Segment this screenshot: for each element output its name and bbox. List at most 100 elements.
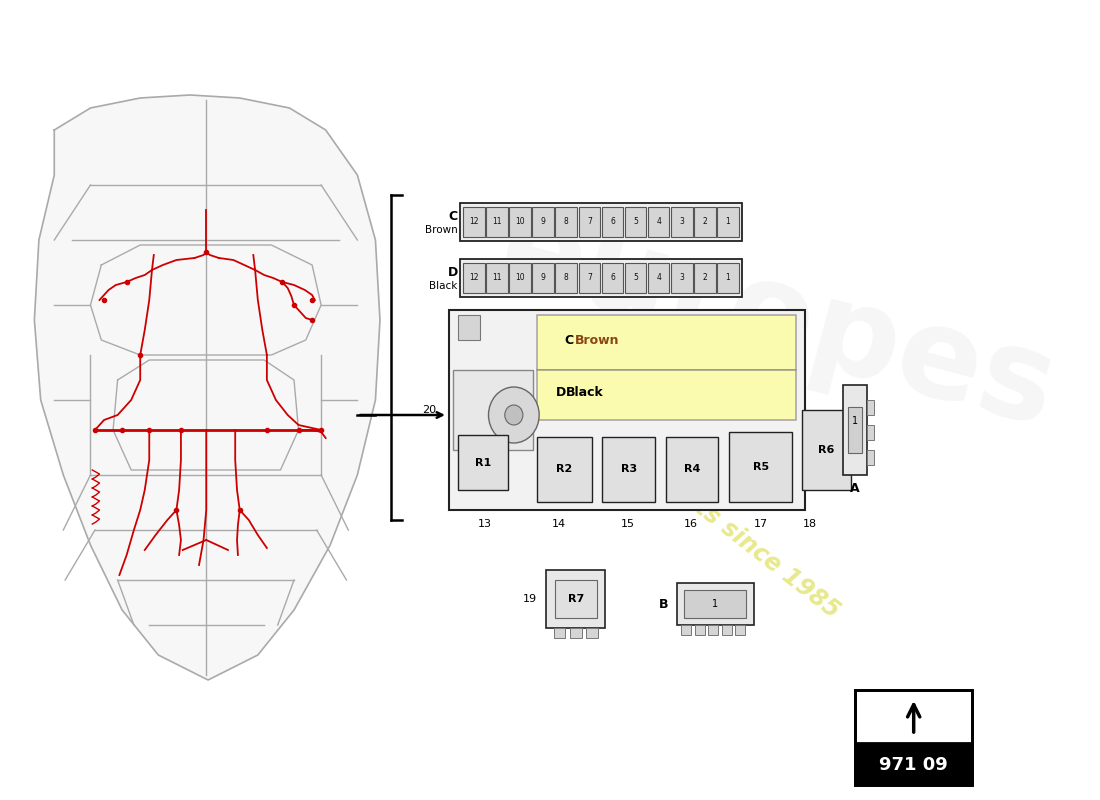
- Text: R6: R6: [818, 445, 835, 455]
- Bar: [625, 207, 647, 237]
- Text: 2: 2: [702, 274, 707, 282]
- Bar: [855, 690, 972, 785]
- Bar: [603, 437, 654, 502]
- Text: 10: 10: [516, 274, 525, 282]
- Bar: [554, 580, 597, 618]
- Bar: [676, 583, 754, 625]
- Text: 13: 13: [477, 519, 492, 529]
- Bar: [843, 385, 867, 475]
- Text: R5: R5: [752, 462, 769, 472]
- Bar: [532, 263, 554, 293]
- Text: 3: 3: [679, 274, 684, 282]
- Text: C: C: [449, 210, 458, 222]
- Text: R4: R4: [684, 465, 701, 474]
- Bar: [855, 690, 972, 745]
- Text: Brown: Brown: [425, 225, 458, 235]
- Bar: [556, 263, 578, 293]
- Bar: [729, 432, 792, 502]
- Bar: [717, 263, 738, 293]
- Bar: [547, 570, 605, 628]
- Text: Black: Black: [566, 386, 604, 399]
- Bar: [694, 263, 716, 293]
- Bar: [463, 263, 485, 293]
- Text: 18: 18: [803, 519, 816, 529]
- Text: 3: 3: [679, 218, 684, 226]
- Text: 5: 5: [634, 218, 638, 226]
- Bar: [586, 628, 598, 638]
- Bar: [538, 437, 592, 502]
- Text: 9: 9: [541, 218, 546, 226]
- Bar: [449, 310, 805, 510]
- Bar: [532, 207, 554, 237]
- Bar: [453, 370, 532, 450]
- Text: 19: 19: [524, 594, 537, 604]
- Text: 1: 1: [725, 274, 730, 282]
- Bar: [802, 410, 851, 490]
- Bar: [570, 628, 582, 638]
- Text: 4: 4: [656, 218, 661, 226]
- Bar: [736, 625, 746, 635]
- Bar: [460, 259, 742, 297]
- Bar: [671, 263, 693, 293]
- Bar: [867, 425, 873, 440]
- Text: D: D: [556, 386, 565, 399]
- Bar: [579, 207, 601, 237]
- Text: Black: Black: [429, 281, 458, 291]
- Bar: [648, 207, 670, 237]
- Text: R7: R7: [568, 594, 584, 604]
- Text: 10: 10: [516, 218, 525, 226]
- Text: 2: 2: [702, 218, 707, 226]
- Text: Brown: Brown: [575, 334, 620, 347]
- Circle shape: [488, 387, 539, 443]
- Circle shape: [505, 405, 522, 425]
- Bar: [855, 743, 972, 785]
- Bar: [486, 207, 508, 237]
- Bar: [867, 400, 873, 415]
- Text: 7: 7: [587, 274, 592, 282]
- Bar: [458, 315, 481, 340]
- Text: B: B: [659, 598, 669, 610]
- Bar: [625, 263, 647, 293]
- Bar: [695, 625, 705, 635]
- Text: 8: 8: [564, 274, 569, 282]
- Text: 12: 12: [470, 274, 478, 282]
- Bar: [722, 625, 732, 635]
- Bar: [538, 315, 796, 370]
- Bar: [458, 435, 507, 490]
- Bar: [509, 263, 531, 293]
- Bar: [867, 450, 873, 465]
- Text: 5: 5: [634, 274, 638, 282]
- Text: 11: 11: [493, 274, 502, 282]
- Polygon shape: [34, 95, 379, 680]
- Text: 971 09: 971 09: [879, 756, 948, 774]
- Text: 1: 1: [712, 599, 718, 609]
- Text: 6: 6: [610, 218, 615, 226]
- Text: R3: R3: [620, 465, 637, 474]
- Bar: [671, 207, 693, 237]
- Text: A: A: [850, 482, 860, 495]
- Bar: [681, 625, 691, 635]
- Bar: [556, 207, 578, 237]
- Text: 16: 16: [684, 519, 699, 529]
- Bar: [717, 207, 738, 237]
- Text: R2: R2: [557, 465, 573, 474]
- Bar: [553, 628, 565, 638]
- Text: 7: 7: [587, 218, 592, 226]
- Bar: [708, 625, 718, 635]
- Bar: [684, 590, 746, 618]
- Text: 1: 1: [725, 218, 730, 226]
- Bar: [666, 437, 718, 502]
- Text: 15: 15: [620, 519, 635, 529]
- Bar: [538, 370, 796, 420]
- Text: R1: R1: [474, 458, 491, 467]
- Bar: [648, 263, 670, 293]
- Bar: [486, 263, 508, 293]
- Text: 6: 6: [610, 274, 615, 282]
- Text: 4: 4: [656, 274, 661, 282]
- Text: europes: europes: [487, 188, 1069, 452]
- Bar: [579, 263, 601, 293]
- Bar: [602, 207, 624, 237]
- Text: 11: 11: [493, 218, 502, 226]
- Text: 9: 9: [541, 274, 546, 282]
- Text: 17: 17: [754, 519, 768, 529]
